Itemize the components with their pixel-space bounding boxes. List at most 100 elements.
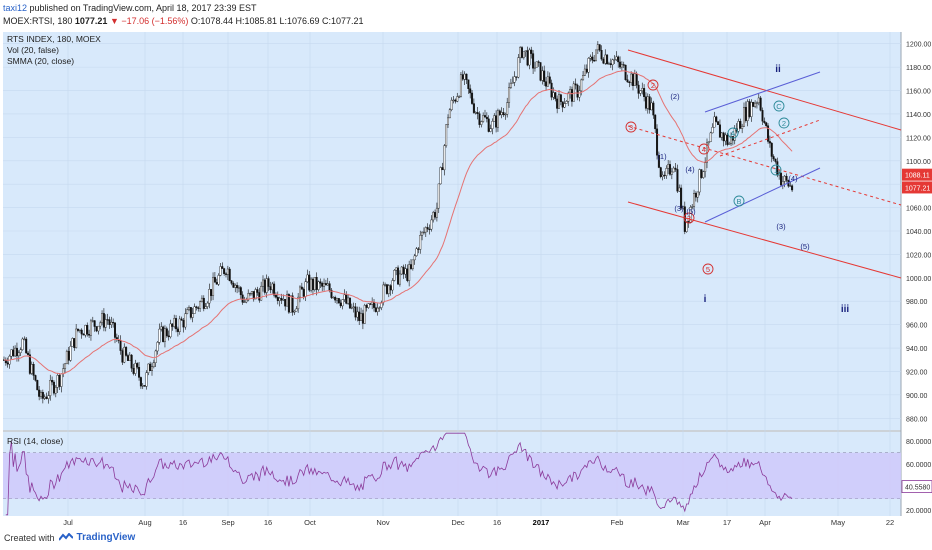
candle-body — [641, 88, 644, 92]
candle-body — [284, 299, 287, 307]
candle-body — [295, 308, 298, 312]
time-tick-label: Dec — [451, 518, 465, 527]
candle-body — [213, 277, 216, 283]
candle-body — [278, 297, 281, 301]
wave-label-paren: (5) — [686, 207, 696, 216]
candle-body — [193, 306, 196, 314]
channel-upper-line[interactable] — [627, 49, 902, 131]
tradingview-brand[interactable]: TradingView — [76, 532, 136, 543]
wave-label-blue: C — [776, 102, 782, 111]
candle-body — [546, 76, 549, 87]
candle-body — [567, 92, 570, 102]
candle-body — [535, 61, 538, 68]
candle-body — [28, 354, 31, 374]
candle-body — [452, 99, 455, 101]
candle-body — [644, 96, 647, 109]
time-tick-label: Jul — [63, 518, 73, 527]
price-tick-label: 1180.00 — [906, 65, 931, 72]
candle-body — [64, 363, 67, 369]
candle-body — [715, 116, 718, 122]
candle-body — [755, 102, 758, 104]
wedge-upper-line[interactable] — [704, 71, 821, 113]
candle-body — [617, 56, 620, 63]
wave-label-blue-circle — [770, 164, 782, 176]
candle-body — [785, 175, 788, 181]
candle-body — [691, 206, 694, 208]
price-tick-label: 1040.00 — [906, 229, 931, 236]
candle-body — [302, 289, 305, 297]
candle-body — [175, 318, 178, 330]
price-tick-label: 1140.00 — [906, 112, 931, 119]
candle-body — [204, 306, 207, 309]
candle-body — [498, 110, 501, 115]
candle-body — [598, 44, 601, 51]
candle-body — [643, 88, 646, 97]
candle-body — [324, 283, 327, 286]
candle-body — [767, 125, 770, 142]
candle-body — [404, 268, 407, 275]
price-tick-label: 1120.00 — [906, 135, 931, 142]
candle-body — [230, 280, 233, 284]
candle-body — [210, 289, 213, 296]
candle-body — [633, 73, 636, 86]
candle-body — [293, 311, 296, 313]
candle-body — [609, 63, 612, 65]
candle-body — [707, 141, 710, 144]
candle-body — [667, 164, 670, 169]
candle-body — [639, 90, 642, 94]
candle-body — [726, 134, 729, 145]
candle-body — [511, 82, 514, 84]
channel-mid-line[interactable] — [627, 125, 902, 206]
candle-body — [430, 219, 433, 230]
candle-body — [385, 284, 388, 294]
wave-label-roman: i — [704, 294, 707, 305]
candle-body — [374, 307, 377, 312]
candle-body — [337, 298, 340, 304]
candle-body — [311, 278, 314, 291]
candle-body — [82, 333, 85, 336]
candle-body — [236, 285, 239, 289]
rsi-legend: RSI (14, close) — [7, 436, 63, 446]
candle-body — [291, 295, 294, 313]
candle-body — [650, 102, 653, 111]
candle-body — [445, 124, 448, 146]
candle-body — [680, 187, 683, 209]
candle-body — [580, 79, 583, 92]
candle-body — [110, 321, 113, 325]
candle-body — [76, 328, 79, 331]
candle-body — [134, 363, 137, 374]
change-value: ▼ −17.06 (−1.56%) — [109, 16, 189, 26]
candle-body — [167, 335, 170, 338]
price-tick-label: 960.00 — [906, 323, 928, 330]
time-tick-label: 17 — [723, 518, 731, 527]
candle-body — [30, 364, 33, 374]
candle-body — [480, 121, 483, 125]
candle-body — [186, 309, 189, 314]
last-close: 1077.21 — [74, 16, 108, 26]
candle-body — [589, 56, 592, 59]
candle-body — [496, 110, 499, 128]
wave-label-blue-circle — [727, 127, 739, 139]
wave-label-roman: ii — [775, 64, 781, 75]
candle-body — [287, 294, 290, 313]
author-link[interactable]: taxi12 — [3, 3, 28, 13]
candle-body — [528, 49, 531, 66]
candle-body — [750, 102, 753, 117]
candle-body — [300, 286, 303, 290]
candle-body — [532, 53, 535, 69]
price-tag-upper-text: 1088.11 — [905, 173, 930, 180]
candle-body — [256, 289, 259, 293]
wedge-lower-line[interactable] — [704, 167, 821, 223]
price-tag-close-text: 1077.21 — [905, 185, 930, 192]
channel-lower-line[interactable] — [627, 201, 902, 279]
candle-body — [422, 231, 425, 234]
candle-body — [524, 50, 527, 52]
candle-body — [308, 274, 311, 291]
candle-body — [696, 191, 699, 198]
candle-body — [574, 83, 577, 86]
candle-body — [569, 89, 572, 94]
candle-body — [10, 349, 13, 357]
candle-body — [413, 255, 416, 261]
candle-body — [141, 385, 144, 387]
